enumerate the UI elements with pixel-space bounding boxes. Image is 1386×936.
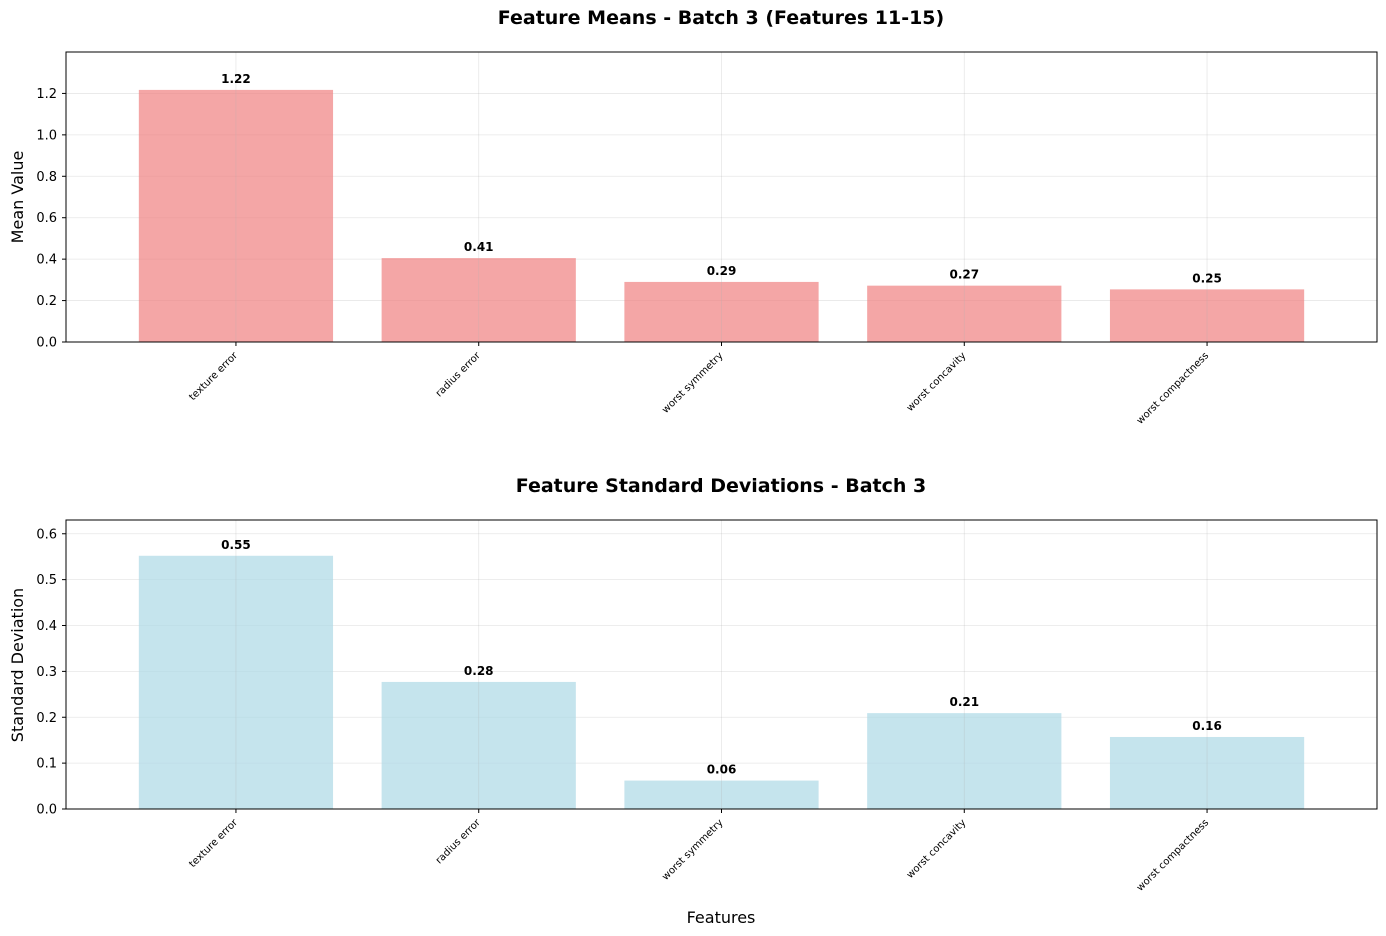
stddev-y-tick-label: 0.3 — [36, 665, 57, 680]
stddev-bar-worst-compactness — [1109, 736, 1305, 809]
stddev-y-tick-label: 0.1 — [36, 757, 57, 772]
stddev-y-tick-label: 0.4 — [36, 619, 57, 634]
stddev-category-label: worst compactness — [1135, 817, 1211, 893]
means-category-label: worst symmetry — [660, 350, 725, 415]
stddev-y-tick-label: 0.6 — [36, 527, 57, 542]
means-y-tick-label: 0.2 — [36, 294, 57, 309]
means-bar-worst-concavity — [867, 285, 1062, 342]
means-category-label: worst concavity — [905, 350, 969, 414]
stddev-bar-worst-symmetry — [624, 780, 819, 809]
means-bar-worst-compactness — [1109, 289, 1305, 342]
means-y-tick-label: 0.8 — [36, 170, 57, 185]
stddev-category-label: radius error — [434, 817, 484, 867]
means-bar-worst-symmetry — [624, 281, 819, 342]
means-category-label: radius error — [434, 350, 484, 400]
stddev-y-tick-label: 0.0 — [36, 803, 57, 818]
means-bar-radius-error — [381, 258, 576, 342]
stddev-x-axis-label: Features — [687, 908, 756, 927]
stddev-plot-area: 0.55 0.28 0.06 0.21 0.16 0.0 0.1 0.2 0.3 0.4 0.5 0.… — [36, 519, 1378, 894]
means-y-tick-label: 1.2 — [36, 87, 57, 102]
means-plot-area: 1.22 0.41 0.29 0.27 0.25 0.0 0.2 0.4 0.6 0.8 1.0 1.… — [36, 51, 1378, 427]
means-y-axis-label: Mean Value — [8, 151, 27, 244]
means-value-label: 1.22 — [221, 72, 251, 86]
means-y-tick-label: 1.0 — [36, 128, 57, 143]
stddev-y-axis-label: Standard Deviation — [8, 588, 27, 742]
means-value-label: 0.29 — [707, 264, 737, 278]
stddev-category-label: worst concavity — [905, 817, 969, 881]
means-category-label: texture error — [187, 350, 240, 403]
means-category-label: worst compactness — [1135, 350, 1211, 426]
stddev-value-label: 0.28 — [464, 664, 494, 678]
means-bar-texture-error — [138, 89, 334, 343]
stddev-category-label: worst symmetry — [660, 817, 725, 882]
means-y-tick-label: 0.0 — [36, 336, 57, 351]
means-chart: Feature Means - Batch 3 (Features 11-15)… — [8, 7, 1378, 427]
stddev-value-label: 0.21 — [949, 695, 979, 709]
stddev-value-label: 0.16 — [1192, 719, 1222, 733]
stddev-category-label: texture error — [187, 817, 240, 870]
means-value-label: 0.25 — [1192, 271, 1222, 285]
stddev-y-tick-label: 0.5 — [36, 573, 57, 588]
means-value-label: 0.41 — [464, 240, 494, 254]
stddev-bar-radius-error — [381, 681, 576, 809]
stddev-bar-texture-error — [138, 555, 334, 809]
stddev-value-label: 0.06 — [707, 763, 737, 777]
means-chart-title: Feature Means - Batch 3 (Features 11-15) — [498, 7, 944, 29]
stddev-bar-worst-concavity — [867, 713, 1062, 809]
means-y-tick-label: 0.6 — [36, 211, 57, 226]
stddev-chart-title: Feature Standard Deviations - Batch 3 — [516, 475, 927, 497]
stddev-value-label: 0.55 — [221, 538, 251, 552]
stddev-chart: Feature Standard Deviations - Batch 3 St… — [8, 475, 1378, 927]
stddev-y-tick-label: 0.2 — [36, 711, 57, 726]
means-y-tick-label: 0.4 — [36, 253, 57, 268]
means-value-label: 0.27 — [949, 268, 979, 282]
